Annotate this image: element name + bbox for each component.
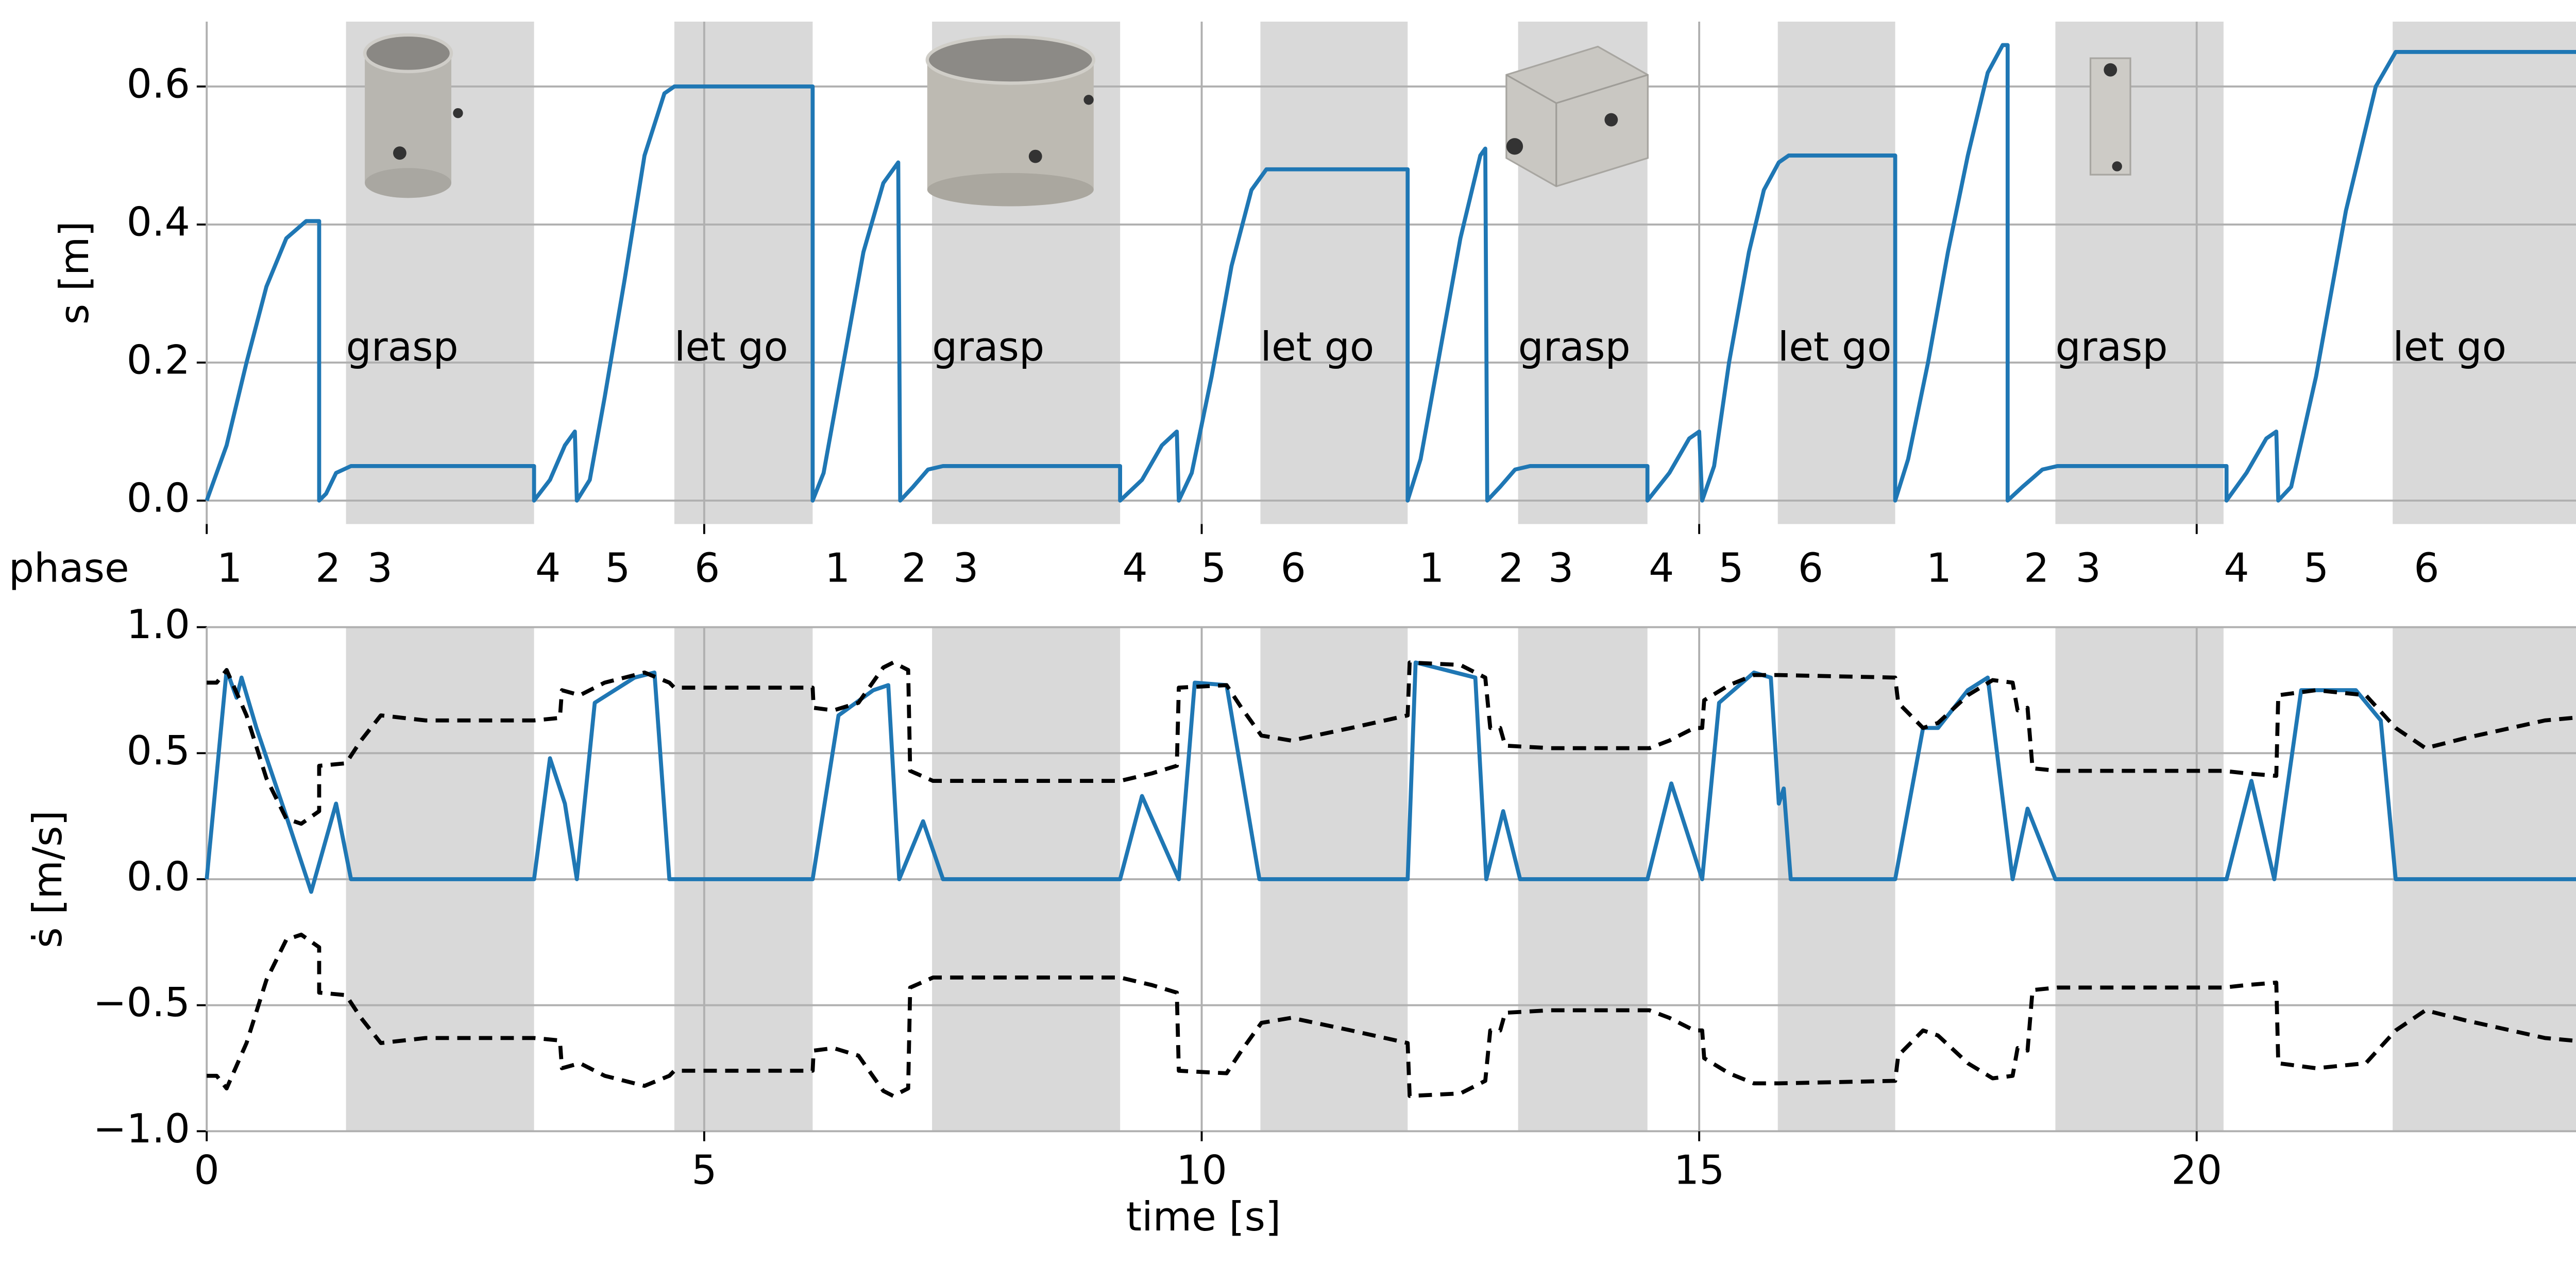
x-tick-label: 5 (691, 1148, 717, 1194)
y-tick-label: 0.4 (127, 199, 190, 245)
region-label: grasp (346, 324, 459, 370)
can-marker (1083, 95, 1094, 105)
phase-region (2055, 21, 2224, 524)
phase-label: 3 (2076, 545, 2101, 591)
x-tick-label: 20 (2171, 1148, 2222, 1194)
phase-label: 1 (825, 545, 850, 591)
y-tick-label: 0.2 (127, 337, 190, 383)
box-photo (1505, 45, 1649, 187)
can-photo (925, 35, 1096, 207)
plot-layer: 0.0 0.2 0.4 0.6 grasp let go grasp let go grasp l… (9, 21, 2576, 1240)
bound-line (207, 932, 2576, 1098)
phase-label: 4 (2224, 545, 2249, 591)
box-marker (1506, 138, 1523, 155)
phase-region (1777, 21, 1895, 524)
can-top (363, 33, 453, 74)
can-marker (393, 146, 406, 160)
box-body (2089, 57, 2131, 176)
phase-label: 2 (315, 545, 341, 591)
phase-label: 5 (1718, 545, 1743, 591)
phase-label: 6 (2414, 545, 2439, 591)
phase-label: 4 (1122, 545, 1147, 591)
box-edge (1506, 74, 1557, 104)
phase-label: 3 (367, 545, 393, 591)
box-marker (2104, 63, 2117, 77)
phase-label: 1 (1926, 545, 1952, 591)
box-marker (1604, 113, 1618, 127)
can-photo (363, 33, 463, 198)
y-axis-label: ṡ [m/s] (25, 810, 71, 948)
can-marker (453, 108, 463, 118)
box-edge (1556, 74, 1648, 104)
y-tick-label: 0.0 (127, 854, 190, 900)
phase-label: 1 (217, 545, 242, 591)
region-label: grasp (1518, 324, 1631, 370)
box-photo (2089, 57, 2131, 176)
data-line (205, 43, 2576, 503)
y-axis-label: s [m] (52, 221, 98, 324)
y-tick-label: 1.0 (127, 602, 190, 648)
can-bottom (365, 168, 452, 198)
data-line (205, 660, 2576, 894)
phase-label: 6 (694, 545, 720, 591)
region-label: let go (1260, 324, 1374, 370)
phase-label: 5 (1201, 545, 1226, 591)
phase-label: 4 (535, 545, 561, 591)
phase-label: 2 (2024, 545, 2049, 591)
box-marker (2112, 161, 2122, 172)
can-marker (1028, 149, 1042, 163)
box-body (1505, 45, 1649, 187)
y-tick-label: 0.6 (127, 61, 190, 107)
can-top (925, 35, 1096, 85)
phase-label: 6 (1798, 545, 1823, 591)
y-tick-label: −0.5 (93, 980, 190, 1026)
region-label: let go (2393, 324, 2506, 370)
x-tick-label: 10 (1176, 1148, 1227, 1194)
phase-axis-label: phase (9, 545, 129, 591)
phase-label: 3 (1548, 545, 1573, 591)
region-label: grasp (2056, 324, 2168, 370)
phase-label: 3 (953, 545, 978, 591)
phase-region (2393, 21, 2576, 524)
y-tick-label: −1.0 (93, 1106, 190, 1152)
phase-region (674, 21, 813, 524)
phase-label: 2 (1498, 545, 1523, 591)
can-bottom (927, 173, 1094, 207)
region-label: let go (674, 324, 788, 370)
phase-region (1260, 21, 1408, 524)
phase-label: 1 (1419, 545, 1444, 591)
x-axis-label: time [s] (1126, 1194, 1281, 1240)
phase-label: 2 (902, 545, 927, 591)
can-body (365, 53, 452, 183)
y-tick-label: 0.0 (127, 475, 190, 521)
region-label: grasp (932, 324, 1044, 370)
bound-line (207, 660, 2576, 826)
object-photos (363, 33, 2131, 207)
phase-label: 4 (1649, 545, 1674, 591)
y-tick-label: 0.5 (127, 728, 190, 774)
phase-label: 5 (605, 545, 630, 591)
phase-label: 6 (1281, 545, 1306, 591)
x-tick-label: 0 (194, 1148, 219, 1194)
x-tick-label: 15 (1674, 1148, 1725, 1194)
region-label: let go (1778, 324, 1892, 370)
phase-label: 5 (2303, 545, 2329, 591)
